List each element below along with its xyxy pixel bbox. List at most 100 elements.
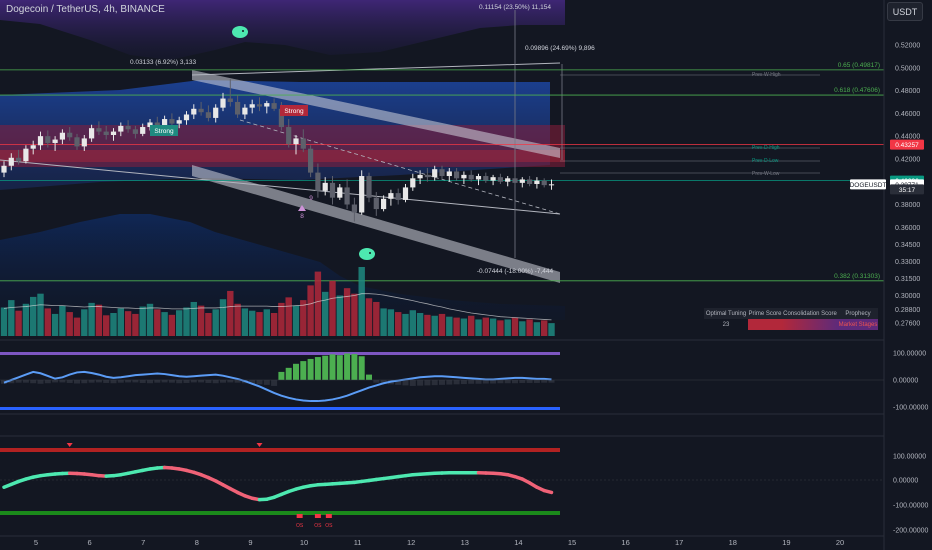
candle[interactable] bbox=[147, 122, 153, 128]
candle[interactable] bbox=[286, 127, 292, 145]
support-line bbox=[0, 159, 561, 215]
candle[interactable] bbox=[118, 125, 124, 132]
osc1-histogram-bar bbox=[212, 380, 219, 384]
volume-bar bbox=[37, 293, 44, 336]
candle[interactable] bbox=[89, 128, 95, 139]
price-tick-label: 0.31500 bbox=[895, 276, 920, 283]
candle[interactable] bbox=[162, 119, 168, 126]
candle[interactable] bbox=[227, 98, 233, 102]
candle[interactable] bbox=[154, 122, 160, 126]
time-tick-label: 18 bbox=[729, 538, 737, 547]
candle[interactable] bbox=[110, 131, 117, 136]
candle[interactable] bbox=[103, 131, 109, 136]
volume-bar bbox=[526, 319, 533, 336]
candle[interactable] bbox=[381, 198, 387, 210]
volume-bar bbox=[44, 308, 51, 336]
candle[interactable] bbox=[235, 101, 241, 115]
candle[interactable] bbox=[541, 180, 547, 186]
candle[interactable] bbox=[322, 182, 328, 191]
indicator-table: Optimal Tuning Prime Score Consolidation… bbox=[704, 308, 878, 330]
candle[interactable] bbox=[300, 138, 306, 149]
candle[interactable] bbox=[278, 108, 284, 128]
candle[interactable] bbox=[315, 172, 321, 191]
candle[interactable] bbox=[446, 171, 452, 177]
price-tick-label: 0.44000 bbox=[895, 134, 920, 141]
candle[interactable] bbox=[534, 180, 540, 184]
candle[interactable] bbox=[96, 128, 102, 132]
candle[interactable] bbox=[74, 137, 80, 147]
currency-button[interactable]: USDT bbox=[887, 2, 923, 21]
candle[interactable] bbox=[490, 177, 496, 181]
candle[interactable] bbox=[59, 132, 65, 140]
candle[interactable] bbox=[359, 176, 365, 213]
candle[interactable] bbox=[30, 145, 36, 149]
candle[interactable] bbox=[176, 120, 182, 124]
candle[interactable] bbox=[264, 103, 270, 107]
volume-bar bbox=[351, 293, 358, 336]
candle[interactable] bbox=[527, 179, 533, 184]
candle[interactable] bbox=[293, 138, 299, 145]
candle[interactable] bbox=[402, 187, 409, 200]
candle[interactable] bbox=[52, 139, 58, 143]
candle[interactable] bbox=[191, 108, 197, 115]
candle[interactable] bbox=[45, 136, 51, 143]
candle[interactable] bbox=[373, 197, 379, 210]
volume-bar bbox=[285, 297, 292, 336]
candle[interactable] bbox=[16, 157, 22, 162]
osc2-axis-label: -200.00000 bbox=[893, 528, 929, 535]
candle[interactable] bbox=[169, 119, 175, 124]
candle[interactable] bbox=[249, 104, 255, 108]
osc1-histogram-bar bbox=[395, 380, 402, 385]
candle[interactable] bbox=[1, 165, 7, 173]
candle[interactable] bbox=[220, 98, 226, 108]
candle[interactable] bbox=[475, 176, 482, 180]
candle[interactable] bbox=[329, 182, 336, 198]
candle[interactable] bbox=[67, 132, 73, 138]
osc1-histogram-bar bbox=[8, 380, 15, 384]
candle[interactable] bbox=[512, 178, 518, 183]
candle[interactable] bbox=[308, 148, 314, 173]
candle[interactable] bbox=[140, 127, 146, 134]
osc1-histogram-bar bbox=[468, 380, 475, 384]
candle[interactable] bbox=[410, 178, 416, 188]
table-value-consolidation-score bbox=[782, 319, 838, 330]
candle[interactable] bbox=[461, 174, 467, 179]
volume-bar bbox=[489, 318, 497, 336]
candle[interactable] bbox=[388, 193, 394, 199]
candle[interactable] bbox=[8, 157, 14, 166]
volume-bar bbox=[497, 320, 504, 336]
candle[interactable] bbox=[395, 193, 401, 200]
candle[interactable] bbox=[125, 125, 131, 130]
candle[interactable] bbox=[432, 169, 438, 178]
candle[interactable] bbox=[205, 112, 211, 118]
candle[interactable] bbox=[213, 107, 219, 118]
candle[interactable] bbox=[505, 178, 511, 182]
candle[interactable] bbox=[548, 184, 555, 186]
candle[interactable] bbox=[337, 187, 343, 198]
candle[interactable] bbox=[439, 169, 445, 177]
candle[interactable] bbox=[198, 108, 204, 113]
candle[interactable] bbox=[183, 114, 190, 121]
candle[interactable] bbox=[468, 174, 474, 180]
symbol-header[interactable]: Dogecoin / TetherUS, 4h, BINANCE bbox=[6, 4, 165, 15]
candle[interactable] bbox=[23, 148, 29, 162]
candle[interactable] bbox=[424, 174, 430, 178]
volume-bar bbox=[395, 312, 402, 336]
candle[interactable] bbox=[242, 107, 248, 115]
candle[interactable] bbox=[81, 138, 87, 147]
upper-measure-label: 0.09896 (24.69%) 9,896 bbox=[525, 45, 595, 52]
candle[interactable] bbox=[132, 129, 138, 134]
candle[interactable] bbox=[351, 204, 357, 213]
candle[interactable] bbox=[271, 103, 277, 109]
candle[interactable] bbox=[366, 176, 372, 198]
candle[interactable] bbox=[417, 174, 423, 179]
candle[interactable] bbox=[519, 179, 525, 183]
candle[interactable] bbox=[454, 171, 460, 179]
prev-d-high-label: Prev-D-High bbox=[752, 145, 780, 151]
candle[interactable] bbox=[37, 136, 44, 146]
candle[interactable] bbox=[256, 104, 263, 107]
candle[interactable] bbox=[497, 177, 503, 182]
candle[interactable] bbox=[344, 187, 350, 205]
candle[interactable] bbox=[483, 176, 489, 181]
